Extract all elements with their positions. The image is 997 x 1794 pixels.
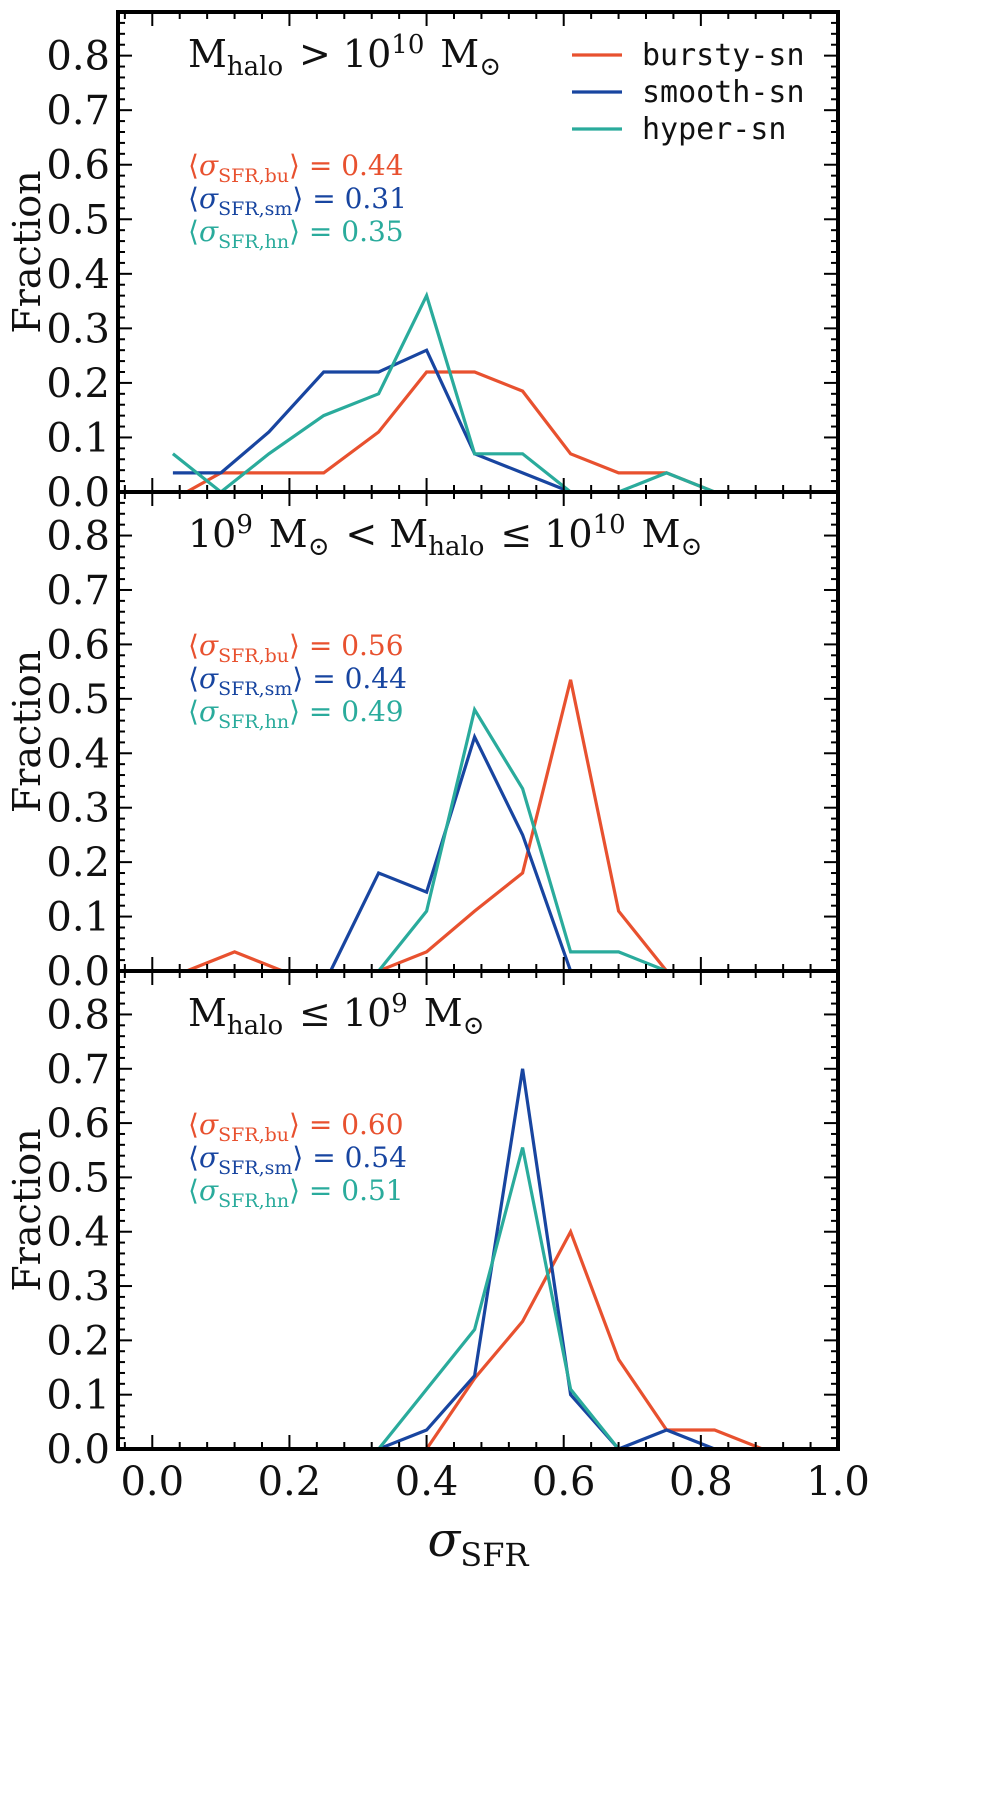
y-tick-label: 0.0 <box>46 470 110 516</box>
mean-annotation-sm: ⟨σSFR,sm⟩ = 0.44 <box>188 662 407 700</box>
panel-2: 0.0 0.1 0.2 0.3 0.4 0.5 0.6 0.7 0.8 Fraction 109 M… <box>5 490 840 995</box>
y-tick-label: 0.2 <box>46 361 110 407</box>
y-tick-label: 0.5 <box>46 677 110 723</box>
mean-annotation-hn: ⟨σSFR,hn⟩ = 0.51 <box>188 1174 404 1212</box>
x-tick-label: 0.2 <box>258 1459 322 1505</box>
legend-label-hyper-sn: hyper-sn <box>642 112 787 147</box>
x-tick-label: 0.0 <box>120 1459 184 1505</box>
mean-annotation-bu: ⟨σSFR,bu⟩ = 0.56 <box>188 629 404 667</box>
y-tick-label: 0.1 <box>46 1373 110 1419</box>
legend-label-bursty-sn: bursty-sn <box>642 38 805 73</box>
mean-annotation-hn: ⟨σSFR,hn⟩ = 0.49 <box>188 695 404 733</box>
y-tick-label: 0.4 <box>46 731 110 777</box>
y-tick-label: 0.3 <box>46 786 110 832</box>
y-tick-label: 0.6 <box>46 622 110 668</box>
y-axis-title: Fraction <box>5 1128 49 1291</box>
x-tick-label: 0.4 <box>395 1459 459 1505</box>
panel-label: 109 M⊙ < Mhalo ≤ 1010 M⊙ <box>188 510 706 562</box>
panel-label: Mhalo > 1010 M⊙ <box>188 30 505 82</box>
y-tick-label: 0.8 <box>46 34 110 80</box>
y-tick-label: 0.2 <box>46 840 110 886</box>
legend-label-smooth-sn: smooth-sn <box>642 75 805 110</box>
x-tick-label: 1.0 <box>806 1459 870 1505</box>
y-tick-label: 0.7 <box>46 88 110 134</box>
series-line-bursty-sn <box>186 679 668 973</box>
mean-annotation-bu: ⟨σSFR,bu⟩ = 0.60 <box>188 1108 404 1146</box>
y-tick-label: 0.4 <box>46 1210 110 1256</box>
series-line-smooth-sn <box>329 732 573 972</box>
series-line-hyper-sn <box>377 705 668 973</box>
panel-label: Mhalo ≤ 109 M⊙ <box>188 989 488 1041</box>
panel-1: 0.0 0.1 0.2 0.3 0.4 0.5 0.6 0.7 0.8 Fraction Mhalo… <box>5 10 840 516</box>
y-tick-label: 0.6 <box>46 143 110 189</box>
y-tick-label: 0.8 <box>46 992 110 1038</box>
series-line-bursty-sn <box>185 370 716 494</box>
y-tick-label: 0.5 <box>46 197 110 243</box>
x-tick-label: 0.6 <box>532 1459 596 1505</box>
y-tick-label: 0.5 <box>46 1155 110 1201</box>
y-axis-title: Fraction <box>5 650 49 813</box>
series-line-smooth-sn <box>378 1068 716 1451</box>
y-tick-label: 0.3 <box>46 1264 110 1310</box>
y-tick-label: 0.6 <box>46 1101 110 1147</box>
x-tick-label: 0.8 <box>669 1459 733 1505</box>
y-tick-label: 0.1 <box>46 895 110 941</box>
series-line-bursty-sn <box>425 1227 764 1451</box>
x-axis-title: σSFR <box>428 1512 530 1574</box>
mean-annotation-hn: ⟨σSFR,hn⟩ = 0.35 <box>188 215 404 253</box>
panel-3: 0.0 0.1 0.2 0.3 0.4 0.5 0.6 0.7 0.8 Fraction Mhalo… <box>5 969 840 1473</box>
y-axis-title: Fraction <box>5 170 49 333</box>
y-tick-label: 0.1 <box>46 415 110 461</box>
y-tick-label: 0.8 <box>46 514 110 560</box>
y-tick-label: 0.2 <box>46 1318 110 1364</box>
panel-frame <box>116 969 840 1451</box>
y-tick-label: 0.3 <box>46 306 110 352</box>
mean-annotation-bu: ⟨σSFR,bu⟩ = 0.44 <box>188 149 404 187</box>
y-tick-label: 0.7 <box>46 568 110 614</box>
y-tick-label: 0.7 <box>46 1047 110 1093</box>
mean-annotation-sm: ⟨σSFR,sm⟩ = 0.54 <box>188 1141 407 1179</box>
mean-annotation-sm: ⟨σSFR,sm⟩ = 0.31 <box>188 182 407 220</box>
series-line-hyper-sn <box>171 291 716 495</box>
series-line-hyper-sn <box>377 1147 620 1451</box>
y-tick-label: 0.0 <box>46 1427 110 1473</box>
y-tick-label: 0.4 <box>46 252 110 298</box>
series-line-smooth-sn <box>172 348 572 494</box>
y-tick-label: 0.0 <box>46 949 110 995</box>
